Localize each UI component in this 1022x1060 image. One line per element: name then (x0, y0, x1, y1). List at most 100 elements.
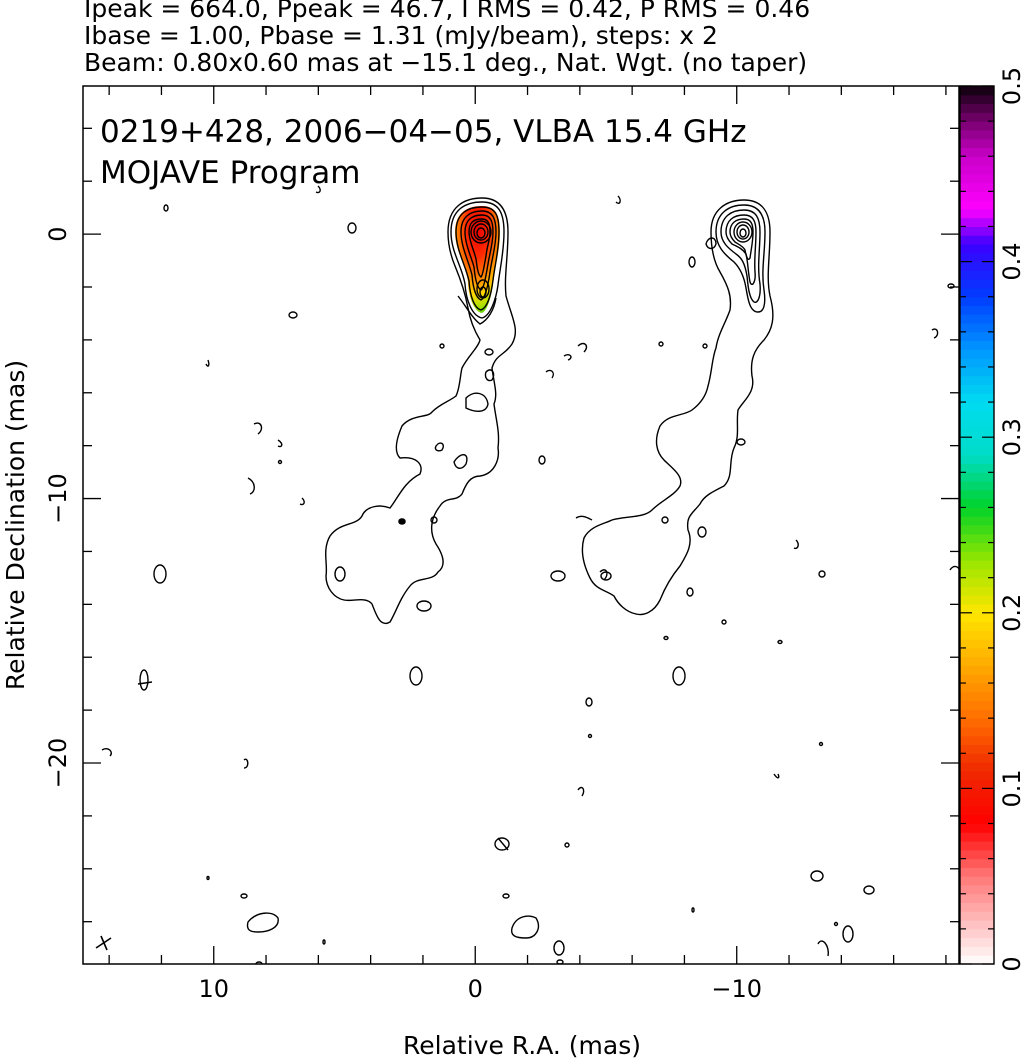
colorbar-strip (960, 94, 994, 105)
colorbar-strip (960, 718, 994, 728)
colorbar-strip (960, 691, 994, 702)
colorbar-strip (960, 437, 994, 447)
colorbar-strip (960, 630, 994, 640)
y-tick-label: −20 (44, 738, 72, 789)
colorbar-strip (960, 393, 994, 403)
plot-title: 0219+428, 2006−04−05, VLBA 15.4 GHz (100, 114, 746, 150)
colorbar-strip (960, 103, 994, 113)
colorbar-strip (960, 121, 994, 131)
colorbar-strip (960, 147, 994, 157)
colorbar-strip (960, 797, 994, 807)
colorbar-tick-label: 0.3 (998, 418, 1022, 456)
colorbar-strip (960, 674, 994, 684)
colorbar-strip (960, 893, 994, 904)
plot-subtitle: MOJAVE Program (100, 155, 360, 191)
x-tick-label: 0 (468, 975, 483, 1003)
colorbar-strip (960, 955, 994, 965)
contour-maps (101, 185, 959, 964)
colorbar-tick-label: 0 (998, 956, 1022, 971)
colorbar-strips (960, 86, 994, 965)
colorbar-strip (960, 489, 994, 500)
colorbar-strip (960, 621, 994, 631)
colorbar-strip (960, 876, 994, 886)
colorbar-strip (960, 577, 994, 587)
colorbar-strip (960, 410, 994, 421)
colorbar-strip (960, 568, 994, 579)
colorbar-strip (960, 156, 994, 166)
colorbar-strip (960, 314, 994, 324)
colorbar-strip (960, 788, 994, 798)
colorbar-strip (960, 665, 994, 675)
colorbar-strip (960, 867, 994, 877)
colorbar-strip (960, 902, 994, 912)
colorbar-strip (960, 261, 994, 271)
colorbar-strip (960, 498, 994, 508)
colorbar-strip (960, 296, 994, 306)
y-tick-label: 0 (44, 226, 72, 241)
colorbar-strip (960, 226, 994, 236)
colorbar-strip (960, 340, 994, 350)
plot-frame (82, 85, 960, 965)
colorbar-strip (960, 279, 994, 289)
colorbar-strip (960, 463, 994, 473)
colorbar-strip (960, 129, 994, 140)
colorbar-strip (960, 112, 994, 122)
colorbar-tick-label: 0.4 (998, 243, 1022, 281)
colorbar-strip (960, 604, 994, 614)
left-panel-contours (325, 197, 516, 625)
colorbar-strip (960, 331, 994, 342)
colorbar-strip (960, 832, 994, 842)
colorbar-strip (960, 323, 994, 333)
colorbar-strip (960, 173, 994, 184)
colorbar-strip (960, 920, 994, 930)
colorbar-strip (960, 445, 994, 456)
colorbar-strip (960, 937, 994, 947)
colorbar-frame (959, 85, 995, 965)
colorbar-strip (960, 358, 994, 368)
colorbar-strip (960, 744, 994, 754)
colorbar-strip (960, 805, 994, 816)
colorbar-strip (960, 770, 994, 781)
x-axis-title: Relative R.A. (mas) (403, 1031, 641, 1060)
colorbar-strip (960, 762, 994, 772)
colorbar-strip (960, 191, 994, 201)
colorbar-strip (960, 779, 994, 789)
colorbar-strip (960, 86, 994, 96)
colorbar-strip (960, 849, 994, 860)
colorbar-strip (960, 244, 994, 254)
colorbar-strip (960, 349, 994, 359)
colorbar-strip (960, 612, 994, 623)
colorbar-strip (960, 595, 994, 605)
colorbar: 0 0.1 0.2 0.3 0.4 0.5 (959, 67, 1022, 972)
colorbar-strip (960, 841, 994, 851)
colorbar-strip (960, 726, 994, 737)
colorbar-strip (960, 217, 994, 227)
axis-ticks (83, 86, 959, 964)
colorbar-strip (960, 911, 994, 921)
colorbar-strip (960, 560, 994, 570)
x-tick-label: 10 (198, 975, 229, 1003)
colorbar-strip (960, 735, 994, 745)
colorbar-strip (960, 287, 994, 298)
colorbar-strip (960, 683, 994, 693)
colorbar-strip (960, 656, 994, 666)
colorbar-strip (960, 182, 994, 192)
colorbar-strip (960, 384, 994, 394)
colorbar-strip (960, 753, 994, 763)
colorbar-strip (960, 884, 994, 895)
right-panel-contours (550, 199, 774, 616)
y-tick-label: −10 (44, 473, 72, 524)
noise-contours (101, 185, 959, 964)
colorbar-strip (960, 375, 994, 386)
colorbar-strip (960, 208, 994, 219)
colorbar-strip (960, 402, 994, 412)
colorbar-strip (960, 700, 994, 710)
colorbar-tick-label: 0.1 (998, 769, 1022, 807)
colorbar-strip (960, 481, 994, 491)
colorbar-strip (960, 419, 994, 429)
colorbar-strip (960, 270, 994, 280)
colorbar-strip (960, 507, 994, 517)
colorbar-strip (960, 165, 994, 175)
colorbar-strip (960, 542, 994, 552)
colorbar-strip (960, 639, 994, 649)
